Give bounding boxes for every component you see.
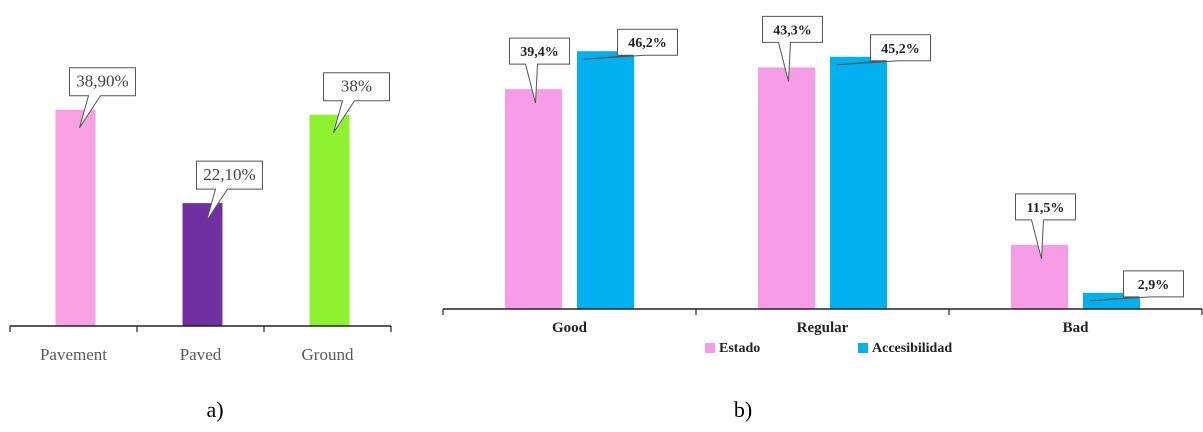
caption-a: a) [206, 397, 223, 422]
data-label-b-regular-accesibilidad: 45,2% [881, 42, 920, 57]
x-tick-b-good: Good [552, 320, 588, 336]
data-label-b-bad-accesibilidad: 2,9% [1138, 278, 1170, 293]
bar-b-bad-estado [1011, 244, 1068, 309]
data-label-b-regular-accesibilidad-callout [836, 34, 931, 66]
x-tick-b-regular: Regular [797, 320, 849, 336]
x-tick-a-pavement: Pavement [40, 345, 107, 364]
legend-label-accesibilidad: Accesibilidad [872, 341, 952, 356]
caption-b: b) [734, 397, 752, 422]
x-tick-a-ground: Ground [302, 345, 354, 364]
data-label-a-paved: 22,10% [203, 165, 255, 184]
bar-b-good-estado [505, 89, 562, 309]
data-label-b-bad-estado: 11,5% [1027, 201, 1065, 216]
data-label-a-ground: 38% [341, 77, 372, 96]
data-label-b-regular-estado-callout [762, 15, 823, 82]
data-label-b-bad-accesibilidad-callout [1089, 270, 1184, 302]
data-label-b-good-accesibilidad: 46,2% [628, 36, 667, 51]
chart-a: 38,90% Pavement 22,10% Paved 38% Ground [9, 67, 392, 364]
x-tick-b-bad: Bad [1063, 320, 1090, 336]
data-label-b-bad-estado-callout [1015, 193, 1076, 259]
bar-b-good-accesibilidad [577, 51, 634, 309]
bar-a-ground [309, 114, 350, 326]
chart-b: 39,4% 46,2% Good 43,3% 45,2% Regular 11,5% 2,9%… [442, 15, 1203, 356]
x-tick-a-paved: Paved [180, 345, 222, 364]
data-label-b-regular-estado: 43,3% [773, 23, 812, 38]
data-label-a-pavement: 38,90% [76, 72, 128, 91]
bar-b-regular-estado [758, 67, 815, 309]
legend-label-estado: Estado [719, 341, 760, 356]
data-label-b-good-accesibilidad-callout [583, 28, 678, 60]
bar-b-regular-accesibilidad [830, 56, 887, 310]
data-label-a-pavement-callout [69, 67, 136, 128]
legend-swatch-estado [705, 343, 715, 353]
data-label-b-good-estado: 39,4% [520, 45, 559, 60]
data-label-b-good-estado-callout [509, 37, 570, 104]
data-label-a-ground-callout [323, 72, 390, 133]
data-label-a-paved-callout [196, 160, 263, 222]
legend-b: Estado Accesibilidad [705, 341, 952, 356]
bar-a-pavement [55, 109, 96, 326]
bar-a-paved [182, 203, 223, 326]
legend-swatch-accesibilidad [858, 343, 868, 353]
